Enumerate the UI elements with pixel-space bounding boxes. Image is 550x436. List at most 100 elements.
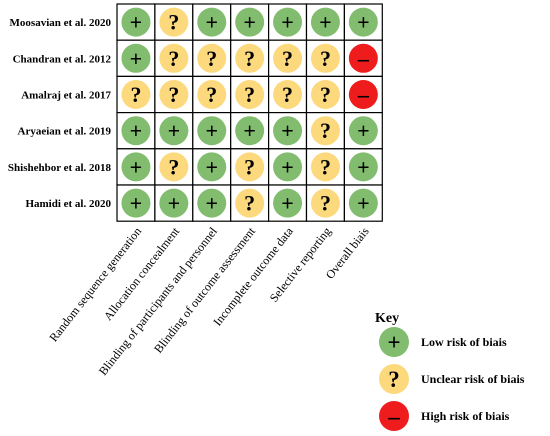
question-icon: ? [244,154,255,179]
rating-low-marker [348,116,378,146]
rating-cell: ? [154,75,194,114]
rating-high-marker [348,43,378,73]
rating-low-marker [348,188,378,218]
rating-cell: ? [154,39,194,78]
rating-cell: + [268,184,308,222]
rating-cell: + [116,39,156,78]
rating-low-marker [273,152,303,182]
rating-cell: + [116,3,156,41]
rating-cell: ? [305,39,346,78]
rating-low-marker [121,188,151,218]
rating-unclear-marker [310,116,340,146]
rating-low-marker [121,43,151,73]
rating-low-marker [197,116,227,146]
rating-cell: ? [268,75,308,114]
question-icon: ? [168,82,179,107]
key-item: + Low risk of biais [379,327,507,357]
rating-cell: + [116,111,156,150]
rating-cell: + [116,148,156,186]
question-icon: ? [244,46,255,71]
plus-icon: + [130,191,143,216]
plus-icon: + [168,118,181,143]
key-unclear-marker [379,364,409,394]
rating-low-marker [310,7,340,37]
rating-low-marker [121,7,151,37]
question-icon: ? [282,46,293,71]
rating-cell: ? [154,148,194,186]
rating-unclear-marker [159,80,189,109]
question-icon: ? [388,367,400,392]
rating-cell: + [268,148,308,186]
rating-cell: ? [305,111,346,150]
rating-cell: ? [230,184,270,222]
rating-low-marker [121,116,151,146]
rating-cell: ? [305,148,346,186]
rating-cell: + [192,111,232,150]
plus-icon: + [281,154,294,179]
question-icon: ? [320,154,331,179]
rating-cell: ? [192,39,232,78]
rating-cell: ? [230,75,270,114]
plus-icon: + [319,10,332,35]
study-label: Aryaeian et al. 2019 [18,126,112,138]
rating-cell: + [154,184,194,222]
study-label: Moosavian et al. 2020 [10,17,112,29]
study-label: Shishehbor et al. 2018 [8,162,112,174]
key-label: Unclear risk of biais [421,372,525,386]
rating-unclear-marker [159,43,189,73]
minus-icon: – [357,82,370,107]
rating-low-marker [159,188,189,218]
rating-cell: + [343,3,383,41]
rating-unclear-marker [273,43,303,73]
study-label: Amalraj et al. 2017 [21,90,111,102]
study-label: Hamidi et al. 2020 [25,198,111,210]
plus-icon: + [281,118,294,143]
rating-high-marker [348,80,378,109]
rating-cell: + [154,111,194,150]
rating-low-marker [273,7,303,37]
study-labels: Moosavian et al. 2020 Chandran et al. 201… [8,17,112,210]
key-high-marker [379,401,409,431]
rating-low-marker [159,116,189,146]
minus-icon: – [357,46,370,71]
rating-cell: + [230,3,270,41]
rating-low-marker [197,152,227,182]
rating-unclear-marker [310,80,340,109]
rating-unclear-marker [235,80,265,109]
rating-cell: ? [154,3,194,41]
question-icon: ? [206,46,217,71]
rating-cell: + [192,3,232,41]
question-icon: ? [206,82,217,107]
question-icon: ? [320,82,331,107]
rating-cell: + [116,184,156,222]
rating-low-marker [235,7,265,37]
rating-unclear-marker [197,80,227,109]
question-icon: ? [282,82,293,107]
question-icon: ? [168,154,179,179]
rating-cell: – [343,75,383,114]
rating-cell: + [192,184,232,222]
rating-low-marker [348,7,378,37]
rating-low-marker [121,152,151,182]
plus-icon: + [281,191,294,216]
question-icon: ? [320,46,331,71]
question-icon: ? [168,10,179,35]
plus-icon: + [168,191,181,216]
rating-cell: ? [268,39,308,78]
rating-low-marker [273,116,303,146]
plus-icon: + [243,118,256,143]
rating-cell: ? [230,39,270,78]
rating-unclear-marker [197,43,227,73]
rating-low-marker [348,152,378,182]
plus-icon: + [357,118,370,143]
question-icon: ? [320,191,331,216]
plus-icon: + [205,118,218,143]
rating-cell: + [268,111,308,150]
plus-icon: + [205,154,218,179]
study-label: Chandran et al. 2012 [13,53,112,65]
question-icon: ? [244,82,255,107]
rating-cell: + [343,111,383,150]
rating-unclear-marker [159,152,189,182]
rating-low-marker [197,7,227,37]
